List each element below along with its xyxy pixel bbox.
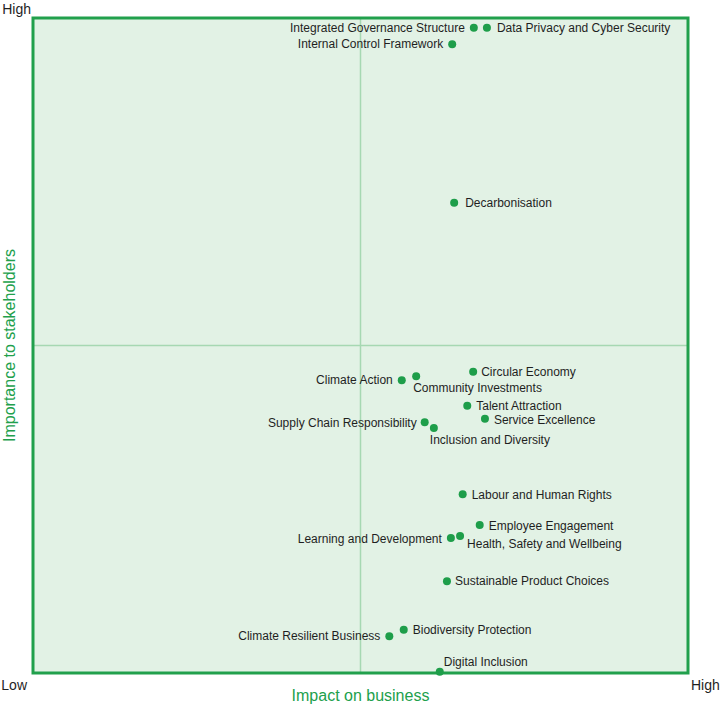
point-label: Digital Inclusion xyxy=(444,655,528,669)
x-tick-label: High xyxy=(691,677,720,693)
y-axis-title: Importance to stakeholders xyxy=(1,249,18,442)
point xyxy=(476,521,484,529)
point-label: Decarbonisation xyxy=(465,196,552,210)
point xyxy=(456,532,464,540)
plot-area xyxy=(33,18,688,673)
point-label: Circular Economy xyxy=(481,365,576,379)
point-label: Learning and Development xyxy=(298,532,443,546)
point xyxy=(481,415,489,423)
point xyxy=(412,372,420,380)
point xyxy=(443,577,451,585)
point-label: Community Investments xyxy=(413,381,542,395)
point-label: Internal Control Framework xyxy=(298,37,444,51)
point-label: Climate Action xyxy=(316,373,393,387)
point xyxy=(421,418,429,426)
point-label: Service Excellence xyxy=(494,413,596,427)
point xyxy=(398,376,406,384)
point xyxy=(459,490,467,498)
point xyxy=(463,402,471,410)
point xyxy=(450,199,458,207)
plot-frame xyxy=(33,18,688,673)
point-label: Data Privacy and Cyber Security xyxy=(497,21,670,35)
quadrant-line xyxy=(33,345,688,347)
point xyxy=(470,24,478,32)
point-label: Biodiversity Protection xyxy=(413,623,532,637)
x-tick-label: Low xyxy=(1,677,28,693)
y-tick-label: High xyxy=(2,1,31,17)
point-labels: Integrated Governance Structure Data Priv… xyxy=(238,21,670,669)
point xyxy=(469,368,477,376)
point xyxy=(483,24,491,32)
point-label: Sustainable Product Choices xyxy=(455,574,609,588)
point-label: Inclusion and Diversity xyxy=(430,433,550,447)
point-label: Talent Attraction xyxy=(476,399,561,413)
point xyxy=(447,534,455,542)
point-label: Employee Engagement xyxy=(489,519,614,533)
point xyxy=(400,626,408,634)
point xyxy=(430,424,438,432)
point-label: Climate Resilient Business xyxy=(238,629,380,643)
point-label: Health, Safety and Wellbeing xyxy=(467,537,622,551)
point xyxy=(436,668,444,676)
point-label: Labour and Human Rights xyxy=(472,488,612,502)
x-axis-title: Impact on business xyxy=(292,687,430,704)
chart: Low High High Impact on business Importance … xyxy=(0,0,721,705)
point xyxy=(385,632,393,640)
point-label: Supply Chain Responsibility xyxy=(268,416,417,430)
point-label: Integrated Governance Structure xyxy=(290,21,465,35)
point xyxy=(448,40,456,48)
